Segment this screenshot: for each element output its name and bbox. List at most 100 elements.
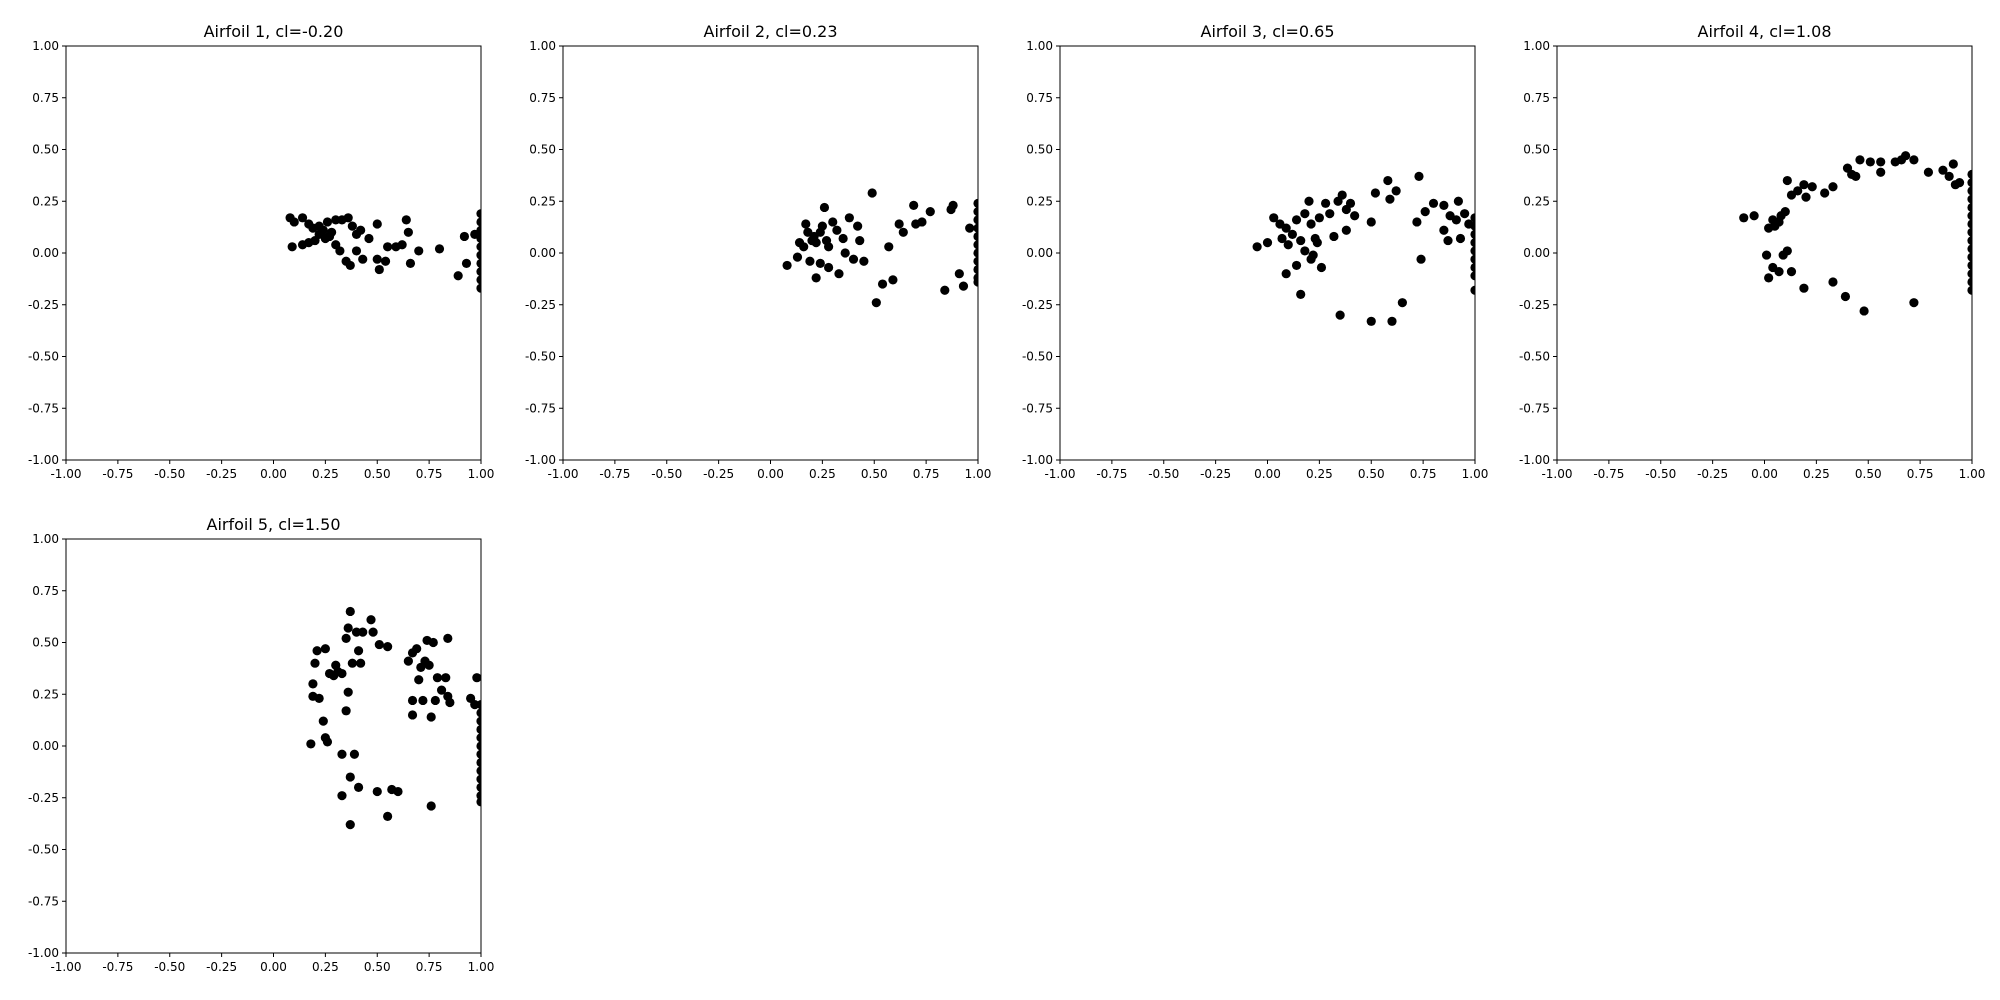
scatter-point [973, 256, 978, 266]
scatter-point [1876, 157, 1886, 167]
scatter-point [1281, 223, 1291, 233]
scatter-point [314, 693, 324, 703]
y-tick-label: -0.75 [28, 401, 59, 415]
scatter-point [1414, 171, 1424, 182]
y-tick-label: 0.00 [1523, 246, 1550, 260]
scatter-point [345, 820, 355, 830]
scatter-point [1321, 198, 1331, 208]
x-tick-label: -0.50 [1148, 467, 1179, 481]
scatter-point [848, 254, 859, 264]
subplot-title: Airfoil 4, cl=1.08 [1698, 22, 1832, 41]
x-tick-label: -0.25 [206, 960, 237, 974]
scatter-point [973, 198, 978, 208]
scatter-point [1855, 155, 1865, 165]
scatter-point [289, 217, 299, 227]
scatter-point [1967, 211, 1972, 221]
scatter-point [801, 219, 811, 229]
subplot-title: Airfoil 2, cl=0.23 [704, 22, 838, 41]
scatter-point [368, 627, 378, 637]
scatter-point [453, 271, 463, 281]
x-tick-label: -1.00 [547, 467, 578, 481]
scatter-point [1859, 306, 1869, 316]
axes-frame [65, 45, 482, 461]
y-tick-label: -0.75 [1519, 401, 1550, 415]
subplot-title: Airfoil 5, cl=1.50 [207, 515, 341, 534]
scatter-point [430, 695, 440, 706]
scatter-point [853, 221, 863, 231]
scatter-point [476, 275, 481, 285]
scatter-point [1840, 291, 1851, 302]
scatter-point [973, 248, 978, 258]
scatter-point [476, 774, 481, 784]
scatter-point [1944, 171, 1954, 182]
scatter-point [1909, 155, 1919, 165]
scatter-point [349, 749, 360, 759]
x-tick-label: 0.00 [260, 960, 287, 974]
scatter-point [1954, 178, 1965, 188]
scatter-point [940, 285, 950, 295]
y-tick-label: -0.50 [28, 350, 59, 364]
scatter-point [1967, 285, 1972, 295]
scatter-point [1967, 169, 1972, 179]
scatter-point [1443, 235, 1453, 246]
scatter-point [374, 264, 384, 275]
y-tick-label: 0.75 [32, 584, 59, 598]
x-tick-label: 1.00 [1462, 467, 1489, 481]
scatter-point [1761, 250, 1772, 260]
scatter-point [372, 254, 382, 264]
y-tick-label: 0.00 [529, 246, 556, 260]
scatter-point [1329, 231, 1339, 242]
scatter-point [838, 233, 848, 244]
scatter-point [1314, 213, 1324, 223]
scatter-point [356, 658, 366, 668]
y-tick-label: 1.00 [32, 532, 59, 546]
scatter-point [958, 281, 969, 291]
scatter-point [337, 749, 347, 759]
scatter-point [1397, 298, 1407, 308]
x-tick-label: -1.00 [1044, 467, 1075, 481]
scatter-point [345, 772, 355, 782]
scatter-points [1739, 151, 1972, 316]
scatter-point [318, 716, 328, 726]
scatter-point [1304, 196, 1314, 206]
scatter-point [877, 279, 888, 289]
scatter-point [799, 242, 809, 252]
scatter-point [828, 217, 838, 227]
axes-frame [65, 538, 482, 954]
y-tick-label: 0.75 [32, 91, 59, 105]
scatter-point [476, 233, 481, 244]
subplot-5: Airfoil 5, cl=1.50 -1.00 -0.75 -0.50 -0.25 0.… [28, 515, 494, 974]
y-tick-label: 0.25 [1026, 194, 1053, 208]
scatter-point [374, 639, 384, 650]
scatter-point [1252, 242, 1262, 252]
scatter-point [476, 267, 481, 277]
y-tick-label: 0.25 [529, 194, 556, 208]
scatter-point [1774, 267, 1784, 277]
scatter-point [414, 675, 424, 685]
scatter-point [426, 801, 436, 811]
x-tick-label: -0.25 [703, 467, 734, 481]
scatter-point [1820, 188, 1830, 198]
scatter-point [805, 256, 815, 266]
scatter-point [380, 256, 391, 266]
scatter-point [1967, 194, 1972, 204]
x-tick-label: 0.50 [364, 467, 391, 481]
scatter-point [1300, 246, 1310, 256]
y-tick-label: -1.00 [28, 453, 59, 467]
subplot-1: Airfoil 1, cl=-0.20 -1.00 -0.75 -0.50 -0.25 0… [28, 22, 494, 481]
scatter-point [445, 697, 455, 708]
scatter-point [310, 658, 320, 668]
scatter-point [973, 240, 978, 250]
scatter-point [1300, 209, 1310, 219]
x-tick-label: 0.25 [1803, 467, 1830, 481]
scatter-point [1851, 171, 1861, 182]
scatter-point [1453, 196, 1463, 206]
scatter-point [1439, 200, 1449, 210]
scatter-point [1385, 194, 1395, 204]
x-tick-label: -0.75 [102, 467, 133, 481]
scatter-point [973, 223, 978, 233]
x-tick-label: 0.75 [416, 467, 443, 481]
scatter-points [1252, 171, 1475, 326]
scatter-point [1799, 180, 1809, 190]
scatter-point [1780, 207, 1790, 217]
